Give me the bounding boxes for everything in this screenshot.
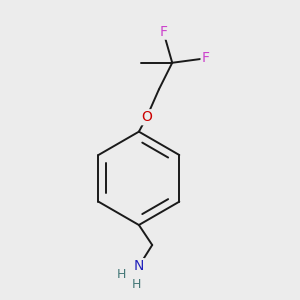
Text: N: N [134,259,144,273]
Text: O: O [141,110,152,124]
Text: F: F [159,25,167,39]
Text: H: H [116,268,126,281]
Text: H: H [132,278,141,292]
Text: F: F [202,51,210,65]
